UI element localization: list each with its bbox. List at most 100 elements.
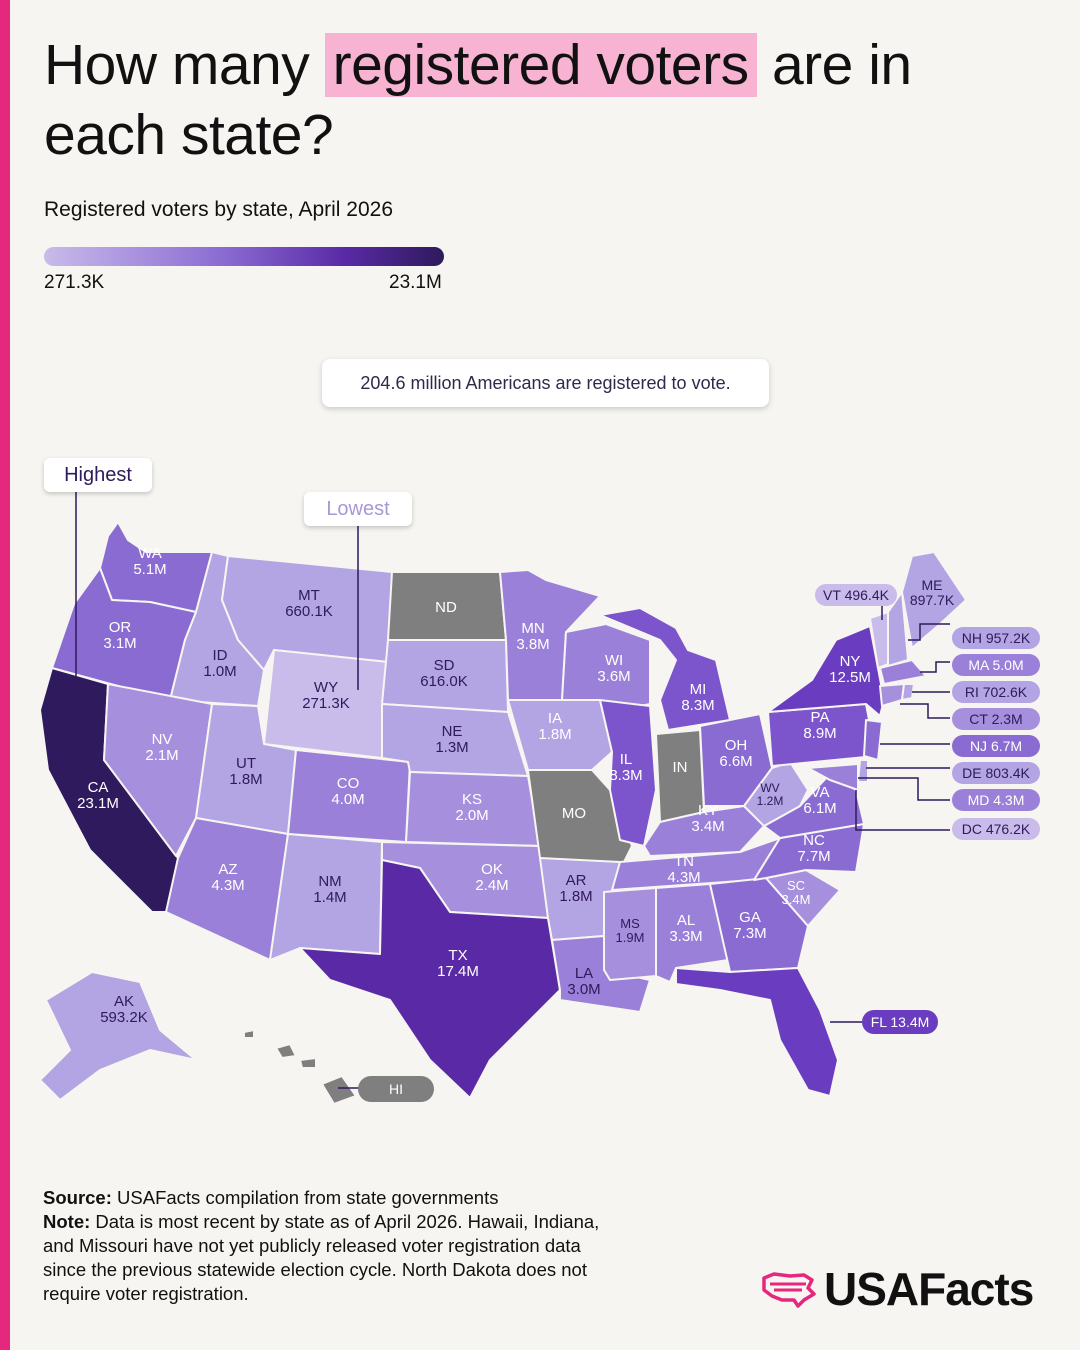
label-pill-DC: DC 476.2K xyxy=(952,818,1040,840)
state-label-NY: NY 12.5M xyxy=(829,653,871,686)
state-label-NM: NM 1.4M xyxy=(313,873,346,906)
label-pill-FL: FL 13.4M xyxy=(862,1010,938,1034)
source-line: Source: USAFacts compilation from state … xyxy=(43,1186,613,1210)
svg-text:HI: HI xyxy=(389,1081,403,1097)
state-label-MN: MN 3.8M xyxy=(516,620,549,653)
state-label-MT: MT 660.1K xyxy=(285,587,333,620)
label-pill-CT: CT 2.3M xyxy=(952,708,1040,730)
title-part-1: How many xyxy=(44,33,310,97)
label-pill-DE: DE 803.4K xyxy=(952,762,1040,784)
svg-text:DC 476.2K: DC 476.2K xyxy=(962,821,1031,837)
state-label-WV: WV 1.2M xyxy=(757,781,784,808)
usafacts-logo: USAFacts xyxy=(760,1262,1050,1318)
state-labels: WA 5.1M OR 3.1M CA 23.1M ID 1.0M NV 2.1M MT 660.1K W… xyxy=(77,545,955,1026)
source-label: Source: xyxy=(43,1187,112,1208)
state-TX xyxy=(299,859,561,1099)
state-label-TN: TN 4.3M xyxy=(667,853,700,886)
state-NV xyxy=(103,683,213,857)
us-choropleth-map: VT 496.4K NH 957.2K MA 5.0M RI 702.6K CT… xyxy=(39,490,1040,1105)
total-registered-callout: 204.6 million Americans are registered t… xyxy=(322,359,769,407)
state-label-ID: ID 1.0M xyxy=(203,647,236,680)
state-label-ND: ND xyxy=(435,599,457,616)
label-pill-MD: MD 4.3M xyxy=(952,789,1040,811)
logo-text: USAFacts xyxy=(824,1263,1034,1315)
state-label-SD: SD 616.0K xyxy=(420,657,468,690)
state-label-WI: WI 3.6M xyxy=(597,652,630,685)
state-label-OH: OH 6.6M xyxy=(719,737,752,770)
state-label-LA: LA 3.0M xyxy=(567,965,600,998)
state-WV xyxy=(743,761,809,827)
label-pill-VT: VT 496.4K xyxy=(815,584,897,606)
svg-text:NJ 6.7M: NJ 6.7M xyxy=(970,738,1022,754)
svg-text:VT 496.4K: VT 496.4K xyxy=(823,587,890,603)
external-label-pills: VT 496.4K NH 957.2K MA 5.0M RI 702.6K CT… xyxy=(358,584,1040,1102)
highest-callout: Highest xyxy=(44,458,152,492)
state-MD xyxy=(807,763,859,791)
note-text: Data is most recent by state as of April… xyxy=(43,1211,600,1304)
title-part-2: are in each state? xyxy=(44,33,912,167)
state-AK xyxy=(39,971,221,1101)
state-label-PA: PA 8.9M xyxy=(803,709,836,742)
lowest-callout: Lowest xyxy=(304,492,412,526)
state-label-CO: CO 4.0M xyxy=(331,775,364,808)
label-pill-HI: HI xyxy=(358,1076,434,1102)
state-RI xyxy=(901,683,915,701)
state-label-IA: IA 1.8M xyxy=(538,710,571,743)
state-label-KY: KY 3.4M xyxy=(691,802,724,835)
legend-max-label: 23.1M xyxy=(389,272,442,293)
state-label-WY: WY 271.3K xyxy=(302,679,350,712)
state-label-IN: IN xyxy=(673,759,688,776)
note-label: Note: xyxy=(43,1211,91,1232)
state-label-GA: GA 7.3M xyxy=(733,909,766,942)
md-line xyxy=(858,777,950,801)
nh-line xyxy=(908,623,950,641)
color-scale-legend xyxy=(44,247,444,266)
state-AZ xyxy=(165,817,289,961)
state-label-MI: MI 8.3M xyxy=(681,681,714,714)
ma-line xyxy=(920,661,950,673)
state-label-OR: OR 3.1M xyxy=(103,619,136,652)
note-line: Note: Data is most recent by state as of… xyxy=(43,1210,613,1306)
state-label-AZ: AZ 4.3M xyxy=(211,861,244,894)
state-label-WA: WA 5.1M xyxy=(133,545,166,578)
state-label-ME: ME 897.7K xyxy=(910,577,955,608)
svg-text:RI 702.6K: RI 702.6K xyxy=(965,684,1028,700)
svg-text:CT 2.3M: CT 2.3M xyxy=(969,711,1022,727)
svg-text:DE 803.4K: DE 803.4K xyxy=(962,765,1030,781)
state-label-UT: UT 1.8M xyxy=(229,755,262,788)
svg-text:NH 957.2K: NH 957.2K xyxy=(962,630,1031,646)
usa-map-logo-icon xyxy=(762,1272,816,1308)
state-label-MS: MS 1.9M xyxy=(616,916,645,945)
state-label-TX: TX 17.4M xyxy=(437,947,479,980)
state-label-VA: VA 6.1M xyxy=(803,784,836,817)
state-label-SC: SC 3.4M xyxy=(782,878,811,907)
label-pill-RI: RI 702.6K xyxy=(952,681,1040,703)
state-label-NV: NV 2.1M xyxy=(145,731,178,764)
state-label-NE: NE 1.3M xyxy=(435,723,468,756)
state-label-OK: OK 2.4M xyxy=(475,861,508,894)
ct-line xyxy=(900,703,950,719)
state-label-AR: AR 1.8M xyxy=(559,872,592,905)
dc-line xyxy=(855,790,950,831)
state-label-NC: NC 7.7M xyxy=(797,832,830,865)
state-CT xyxy=(879,683,905,707)
legend-min-label: 271.3K xyxy=(44,272,105,293)
label-pill-MA: MA 5.0M xyxy=(952,654,1040,676)
accent-bar xyxy=(0,0,10,1350)
state-ME xyxy=(901,551,967,649)
state-label-AK: AK 593.2K xyxy=(100,993,148,1026)
state-IL xyxy=(599,699,657,847)
svg-text:MD 4.3M: MD 4.3M xyxy=(968,792,1025,808)
state-IN xyxy=(655,729,705,823)
state-label-AL: AL 3.3M xyxy=(669,912,702,945)
label-pill-NJ: NJ 6.7M xyxy=(952,735,1040,757)
source-note: Source: USAFacts compilation from state … xyxy=(43,1186,613,1306)
label-pill-NH: NH 957.2K xyxy=(952,627,1040,649)
source-text: USAFacts compilation from state governme… xyxy=(117,1187,499,1208)
subtitle: Registered voters by state, April 2026 xyxy=(44,198,394,221)
state-FL xyxy=(675,967,839,1097)
state-shapes xyxy=(39,521,967,1105)
state-label-CA: CA 23.1M xyxy=(77,779,119,812)
page-title: How many registered voters are in each s… xyxy=(44,30,1044,170)
state-label-MO: MO xyxy=(562,805,586,822)
